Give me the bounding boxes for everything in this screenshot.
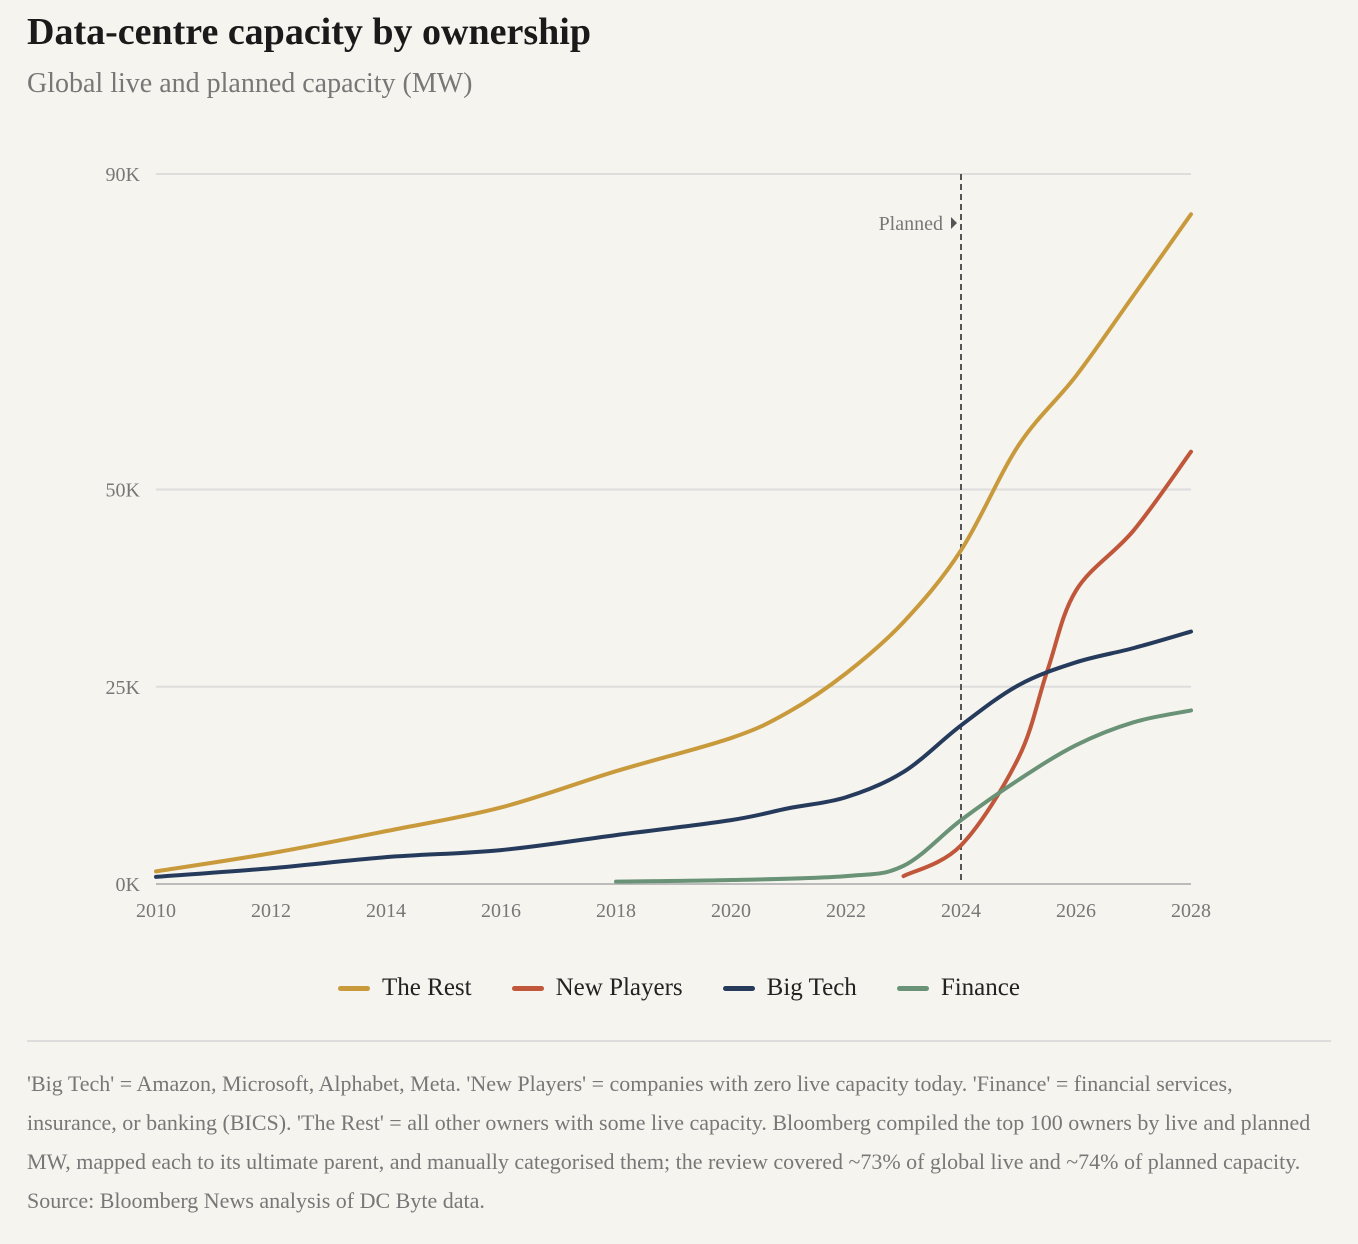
legend-label: New Players: [555, 974, 683, 1001]
series-line-new-players: [901, 449, 1193, 879]
x-tick-label: 2020: [711, 900, 751, 922]
legend-item: Finance: [896, 974, 1020, 1002]
series-line-big-tech: [154, 629, 1193, 879]
y-tick-label: 90K: [106, 164, 141, 186]
x-tick-label: 2024: [941, 900, 981, 922]
legend-label: Finance: [940, 974, 1020, 1001]
legend-label: The Rest: [382, 974, 472, 1001]
planned-label: Planned: [879, 213, 943, 235]
y-tick-label: 50K: [106, 480, 141, 502]
x-tick-label: 2028: [1171, 900, 1211, 922]
footnote: 'Big Tech' = Amazon, Microsoft, Alphabet…: [27, 1071, 1311, 1213]
line-chart: 0K 25K 50K 90K 2010 2012 2014 2016 2018 2020 2022 2…: [106, 164, 1211, 922]
legend-item: New Players: [511, 974, 683, 1002]
x-tick-label: 2016: [481, 900, 521, 922]
y-tick-label: 25K: [106, 677, 141, 699]
legend-label: Big Tech: [766, 974, 857, 1001]
legend-swatch: [511, 985, 544, 991]
legend-item: Big Tech: [722, 974, 857, 1002]
series-line-finance: [614, 708, 1193, 884]
legend-swatch: [338, 985, 371, 991]
series-line-the-rest: [154, 212, 1193, 874]
x-tick-label: 2022: [826, 900, 866, 922]
x-tick-label: 2012: [251, 900, 291, 922]
legend-swatch: [896, 985, 929, 991]
legend-item: The Rest: [338, 974, 472, 1002]
legend: The Rest New Players Big Tech Finance: [0, 974, 1358, 1002]
divider: [27, 1040, 1331, 1042]
x-tick-label: 2010: [136, 900, 176, 922]
chart-subtitle: Global live and planned capacity (MW): [27, 68, 473, 99]
planned-arrow-icon: [951, 217, 957, 229]
x-tick-label: 2018: [596, 900, 636, 922]
y-tick-label: 0K: [116, 874, 141, 896]
x-tick-label: 2026: [1056, 900, 1096, 922]
legend-swatch: [722, 985, 755, 991]
x-tick-label: 2014: [366, 900, 406, 922]
chart-title: Data-centre capacity by ownership: [27, 11, 591, 53]
